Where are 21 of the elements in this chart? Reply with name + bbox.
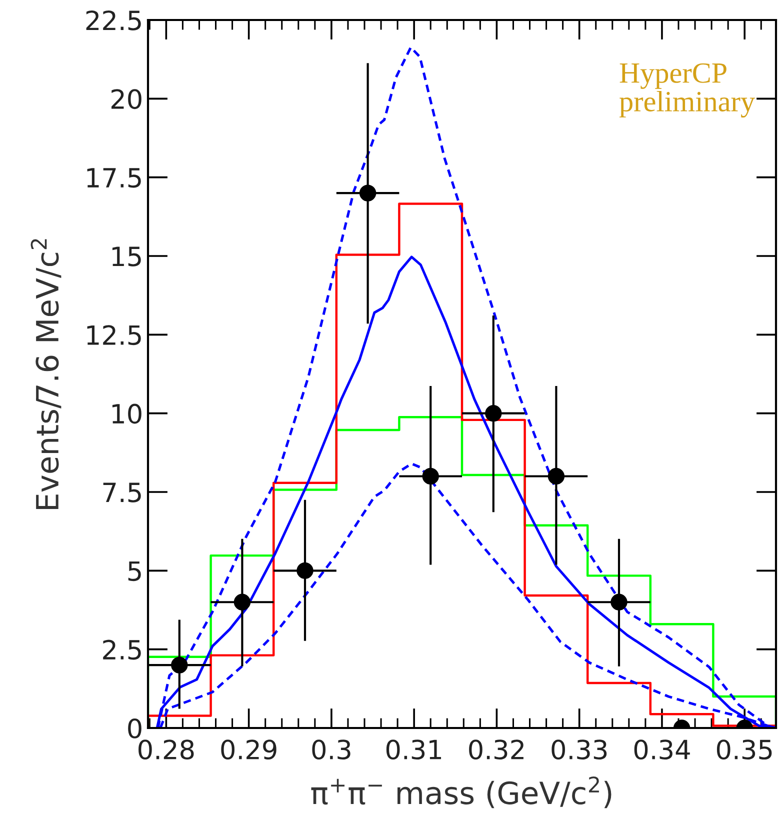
y-axis-title: Events/7.6 MeV/c$^{2}$ [30,239,62,509]
x-tick-label: 0.32 [469,740,524,760]
y-tick-label: 0 [128,718,142,738]
y-tick-label: 2.5 [103,640,141,660]
x-tick-label: 0.29 [221,740,276,760]
y-tick-label: 22.5 [86,10,141,30]
x-tick-label: 0.33 [552,740,607,760]
x-tick-label: 0.34 [634,740,690,760]
y-tick-label: 12.5 [87,325,141,346]
y-tick-label: 5 [128,561,141,582]
x-tick-label: 0.3 [312,740,350,760]
y-tick-label: 17.5 [87,168,141,188]
y-tick-label: 20 [111,89,142,110]
x-tick-label: 0.28 [138,740,194,760]
x-tick-label: 0.35 [716,740,772,760]
y-tick-label: 10 [112,404,142,424]
x-tick-label: 0.31 [386,740,442,760]
y-tick-label: 7.5 [103,482,141,502]
annotation: HyperCP preliminary [619,63,755,118]
x-axis-title: π$^{+}$π$^{−}$ mass (GeV/c$^{2}$) [311,776,612,808]
y-tick-label: 15 [112,246,141,266]
